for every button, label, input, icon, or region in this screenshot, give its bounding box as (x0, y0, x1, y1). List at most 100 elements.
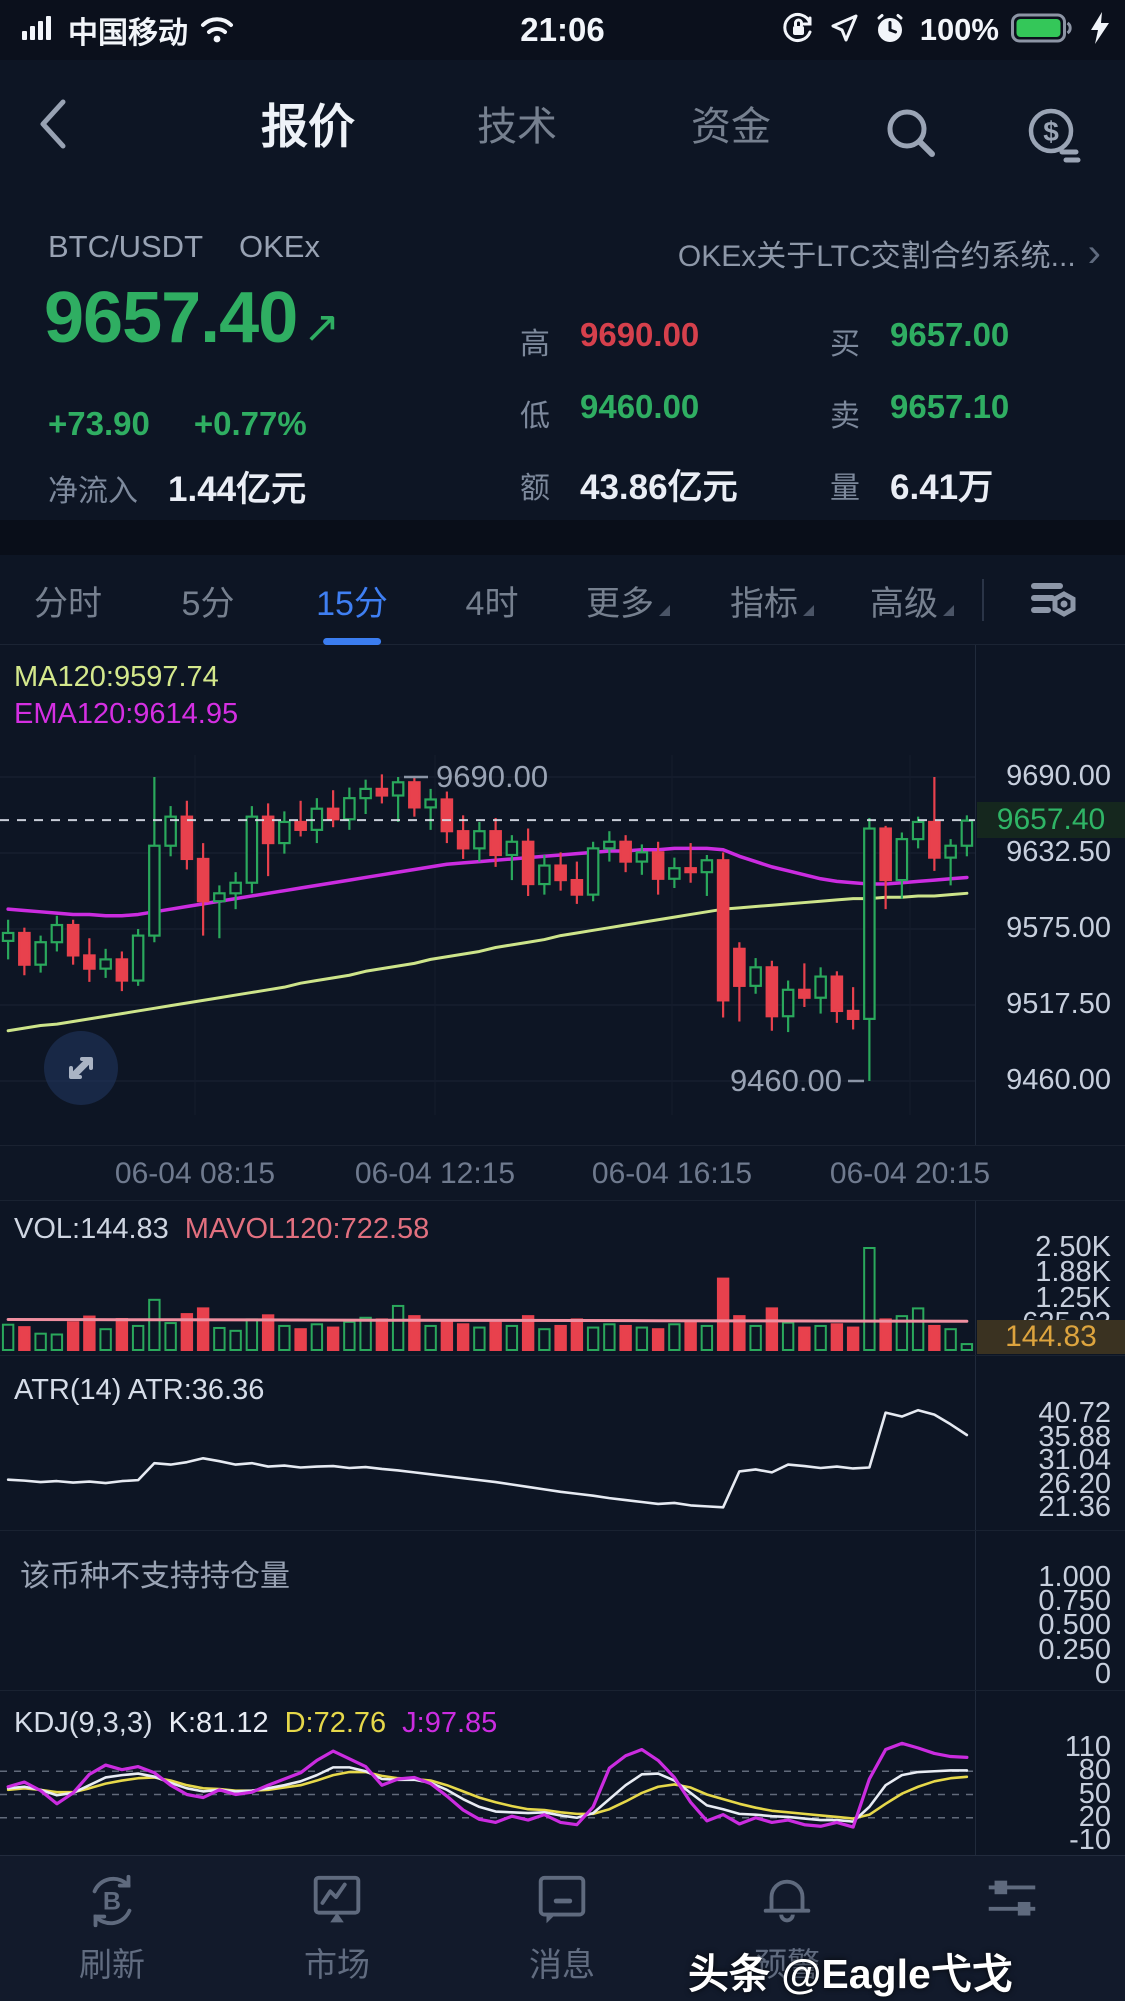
price-up-arrow-icon: ↗ (303, 303, 340, 352)
dropdown-corner-icon (803, 604, 814, 616)
axis-label: 31.04 (1038, 1444, 1111, 1476)
axis-label: 9460.00 (1006, 1063, 1111, 1096)
nav-messages[interactable]: 消息 (529, 1870, 595, 1986)
kdj-pane: KDJ(9,3,3) K:81.12 D:72.76 J:97.85 110 80 50 2… (0, 1690, 1125, 1856)
axis-label: 9517.50 (1006, 987, 1111, 1020)
last-price: 9657.40 ↗ (44, 278, 340, 358)
axis-label: 1.25K (1035, 1282, 1111, 1314)
location-arrow-icon (828, 12, 860, 49)
fullscreen-expand-button[interactable] (44, 1031, 118, 1105)
j-value-label: J:97.85 (402, 1707, 498, 1739)
tf-5min[interactable]: 5分 (182, 555, 235, 645)
low-value: 9460.00 (580, 388, 700, 425)
axis-label: 35.88 (1038, 1420, 1111, 1453)
chevron-right-icon: › (1087, 231, 1101, 275)
open-interest-axis: 1.000 0.750 0.500 0.250 0 (975, 1531, 1125, 1690)
vertical-divider (982, 579, 984, 621)
dollar-coin-icon[interactable]: $ (1022, 104, 1084, 169)
tab-funds[interactable]: 资金 (658, 60, 804, 185)
dropdown-corner-icon (659, 604, 670, 616)
announcement-banner[interactable]: OKEx关于LTC交割合约系统... › (678, 231, 1101, 275)
axis-label: 40.72 (1038, 1397, 1111, 1429)
axis-label: 50 (1078, 1777, 1111, 1810)
tab-technical[interactable]: 技术 (444, 60, 590, 185)
volume-pane: VOL:144.83 MAVOL120:722.58 2.50K 1.88K 1.25… (0, 1200, 1125, 1355)
axis-label: 0 (1094, 1658, 1111, 1690)
signal-strength-icon (22, 13, 58, 48)
bid-value: 9657.00 (890, 316, 1010, 353)
header-nav: 报价 技术 资金 $ (0, 60, 1125, 185)
svg-text:B: B (103, 1888, 121, 1916)
axis-label: 0.250 (1038, 1634, 1111, 1666)
axis-label: 2.50K (1035, 1231, 1111, 1263)
volume-label: 量 (830, 472, 860, 505)
tf-time[interactable]: 分时 (34, 555, 102, 645)
pair-symbol: BTC/USDT (48, 229, 203, 264)
rotation-lock-icon (780, 10, 816, 51)
atr-pane: ATR(14) ATR:36.36 40.72 35.88 31.04 26.20 21… (0, 1355, 1125, 1530)
nav-label: 刷新 (79, 1946, 145, 1983)
time-tick: 06-04 16:15 (591, 1157, 753, 1190)
axis-label: 80 (1078, 1754, 1111, 1787)
tf-advanced-dropdown[interactable]: 高级 (870, 555, 954, 645)
battery-icon (1011, 12, 1075, 49)
tf-indicators-dropdown[interactable]: 指标 (730, 555, 814, 645)
atr-chart[interactable] (0, 1356, 975, 1531)
axis-label: 0.500 (1038, 1609, 1111, 1641)
axis-label: 21.36 (1038, 1491, 1111, 1523)
candlestick-pane: 9690.00 9460.00 MA120:9597.74 EMA120:9614… (0, 645, 1125, 1145)
nav-more-sliders[interactable] (981, 1870, 1043, 1932)
tab-quotes[interactable]: 报价 (228, 60, 388, 185)
ticker-panel: BTC/USDT OKEx OKEx关于LTC交割合约系统... › 9657.4… (0, 185, 1125, 520)
axis-label: 9690.00 (1006, 760, 1111, 792)
timeframe-bar: 分时 5分 15分 4时 更多 指标 高级 (0, 555, 1125, 645)
net-inflow-value: 1.44亿元 (168, 470, 307, 509)
nav-label: 消息 (529, 1946, 595, 1983)
nav-label: 预警 (754, 1946, 820, 1983)
low-label: 低 (520, 400, 550, 433)
kdj-axis: 110 80 50 20 -10 (975, 1691, 1125, 1856)
nav-market[interactable]: 市场 (304, 1870, 370, 1986)
svg-text:$: $ (1043, 116, 1059, 147)
axis-label: 1.000 (1038, 1561, 1111, 1593)
nav-refresh[interactable]: B 刷新 (79, 1870, 145, 1986)
atr-labels: ATR(14) ATR:36.36 (14, 1374, 280, 1407)
kdj-chart[interactable] (0, 1691, 975, 1856)
carrier-label: 中国移动 (68, 17, 188, 50)
tf-4hour[interactable]: 4时 (466, 555, 519, 645)
svg-text:9460.00: 9460.00 (730, 1063, 842, 1098)
search-icon[interactable] (882, 104, 940, 165)
dropdown-corner-icon (943, 604, 954, 616)
back-button[interactable] (32, 96, 72, 154)
tf-15min[interactable]: 15分 (316, 555, 388, 645)
chart-settings-icon[interactable] (1028, 574, 1080, 629)
axis-label: -10 (1069, 1824, 1111, 1856)
volume-labels: VOL:144.83 MAVOL120:722.58 (14, 1213, 445, 1246)
wifi-icon (198, 13, 236, 48)
exchange-name: OKEx (239, 229, 320, 264)
last-volume-badge: 144.83 (977, 1320, 1125, 1354)
volume-chart[interactable] (0, 1201, 975, 1356)
active-tab-underline (322, 638, 381, 645)
atr-value-label: ATR(14) ATR:36.36 (14, 1374, 265, 1406)
axis-label: 110 (1064, 1731, 1111, 1763)
svg-text:9690.00: 9690.00 (436, 759, 548, 794)
bid-label: 买 (830, 328, 860, 361)
axis-label: 0.750 (1038, 1585, 1111, 1617)
time-tick: 06-04 12:15 (354, 1157, 516, 1190)
price-change: +73.90 +0.77% (48, 405, 307, 443)
time-tick: 06-04 20:15 (829, 1157, 991, 1190)
high-value: 9690.00 (580, 316, 700, 353)
unsupported-message: 该币种不支持持仓量 (20, 1560, 290, 1593)
kdj-labels: KDJ(9,3,3) K:81.12 D:72.76 J:97.85 (14, 1707, 513, 1740)
candlestick-chart[interactable]: 9690.00 9460.00 (0, 645, 975, 1145)
nav-alerts[interactable]: 预警 (754, 1870, 820, 1986)
price-axis: 9657.40 9690.00 9632.50 9575.00 9517.50 9460.… (975, 645, 1125, 1145)
ask-label: 卖 (830, 400, 860, 433)
axis-label: 1.88K (1035, 1256, 1111, 1289)
atr-axis: 40.72 35.88 31.04 26.20 21.36 (975, 1356, 1125, 1530)
bottom-nav: B 刷新 市场 消息 预警 头条 @Eagle弋戈 (0, 1855, 1125, 2001)
open-interest-pane: 该币种不支持持仓量 1.000 0.750 0.500 0.250 0 (0, 1530, 1125, 1690)
tf-more-dropdown[interactable]: 更多 (586, 555, 670, 645)
